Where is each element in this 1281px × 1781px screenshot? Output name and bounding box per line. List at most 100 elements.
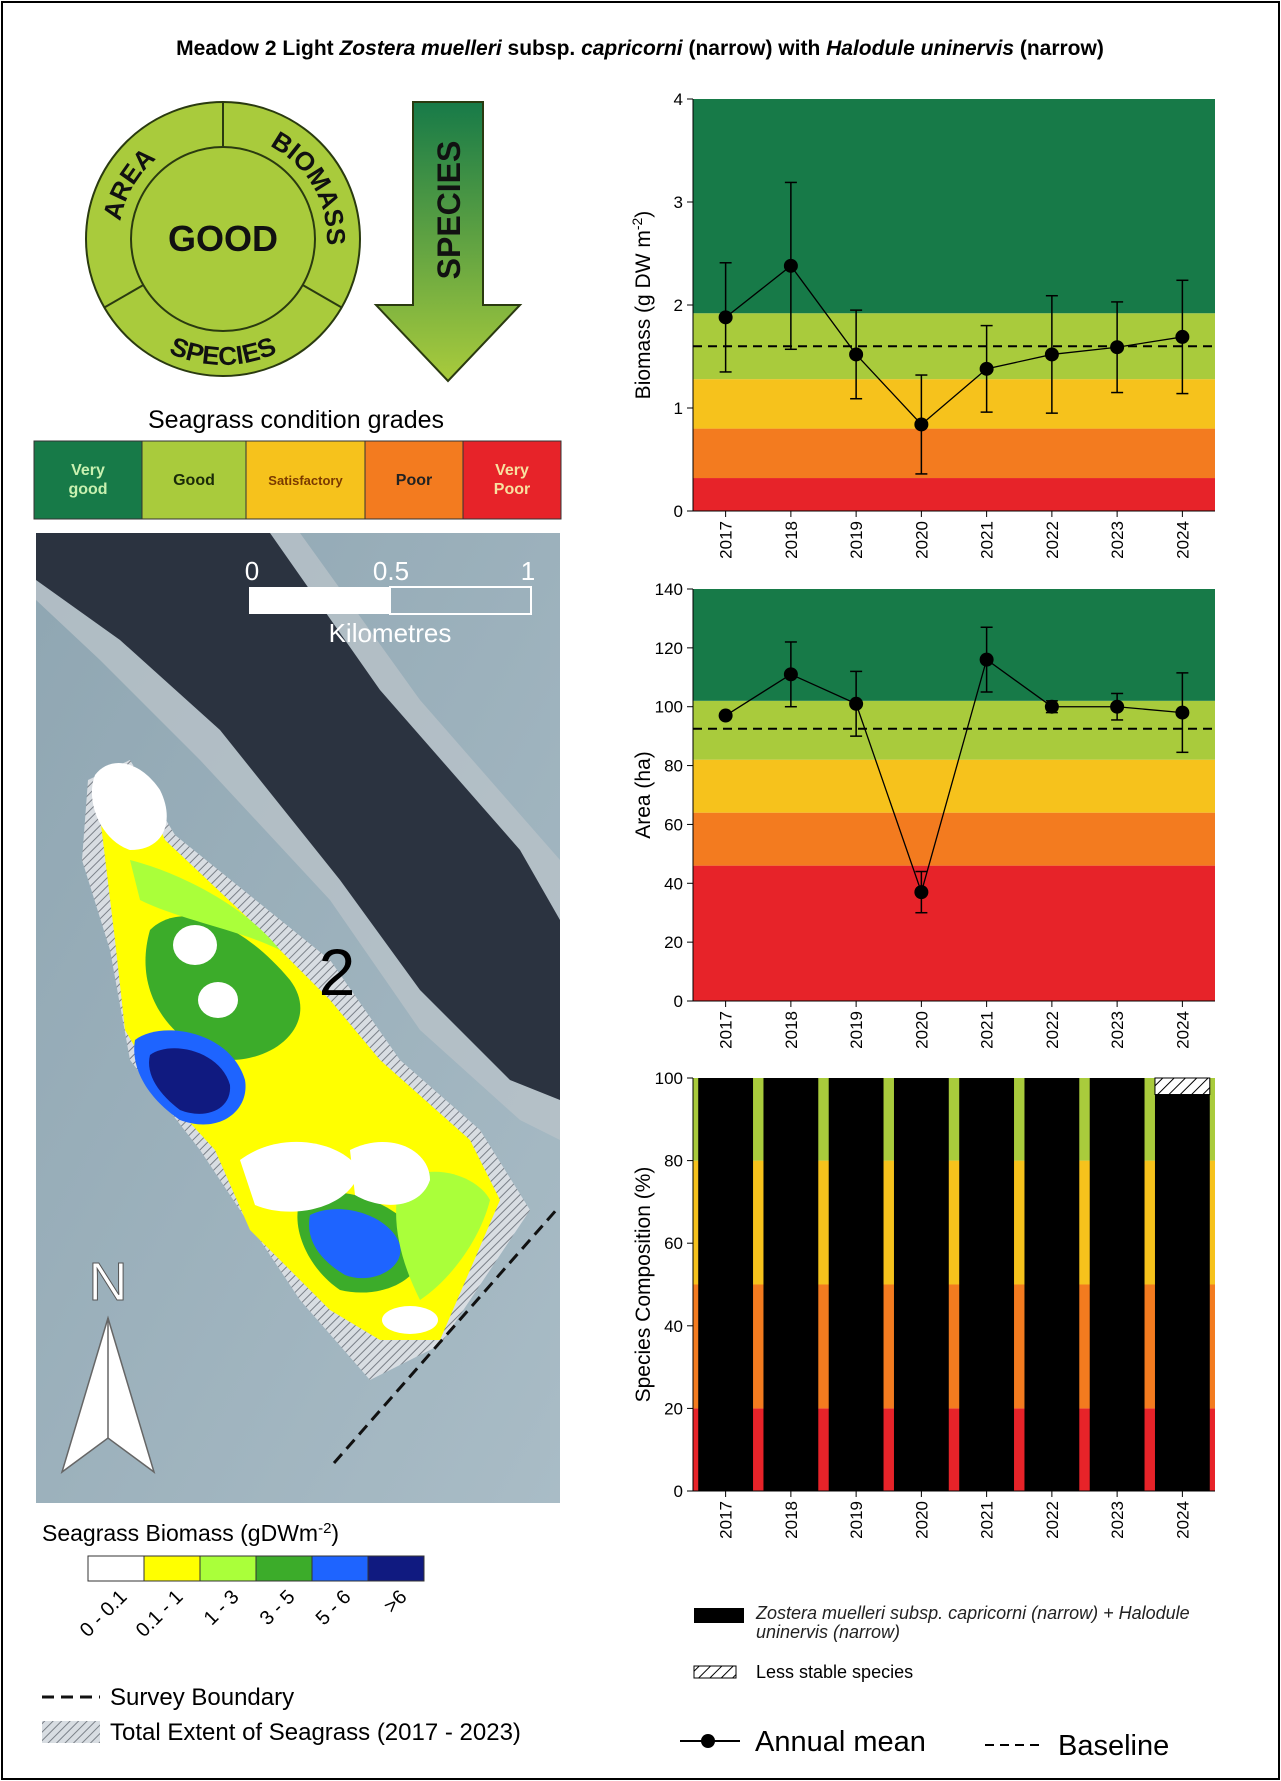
legend-swatch bbox=[694, 1608, 744, 1623]
north-label: N bbox=[89, 1252, 128, 1312]
mean-point bbox=[849, 347, 863, 361]
legend-label: Total Extent of Seagrass (2017 - 2023) bbox=[110, 1719, 521, 1746]
grade-label: Very good bbox=[34, 441, 142, 519]
y-tick-label: 100 bbox=[655, 1069, 683, 1088]
y-tick-label: 4 bbox=[674, 90, 683, 109]
overall-grade: GOOD bbox=[168, 218, 278, 259]
mean-point bbox=[1175, 706, 1189, 720]
y-tick-label: 80 bbox=[664, 1152, 683, 1171]
x-tick-label: 2020 bbox=[912, 1011, 931, 1049]
y-tick-label: 60 bbox=[664, 815, 683, 834]
legend-label: >6 bbox=[380, 1586, 412, 1618]
x-tick-label: 2023 bbox=[1108, 521, 1127, 559]
legend-swatch bbox=[368, 1556, 424, 1581]
map: 0 0.5 1 Kilometres 2 N bbox=[36, 533, 560, 1503]
x-tick-label: 2022 bbox=[1043, 1501, 1062, 1539]
label-part: Biomass (g DW m bbox=[632, 230, 655, 399]
y-tick-label: 2 bbox=[674, 296, 683, 315]
legend-swatch bbox=[694, 1666, 736, 1678]
x-tick-label: 2023 bbox=[1108, 1011, 1127, 1049]
y-tick-label: 0 bbox=[674, 1482, 683, 1501]
mean-point bbox=[980, 362, 994, 376]
legend-label: Annual mean bbox=[755, 1726, 926, 1758]
y-tick-label: 40 bbox=[664, 1317, 683, 1336]
y-tick-label: 1 bbox=[674, 399, 683, 418]
page: Meadow 2 Light Zostera muelleri subsp. c… bbox=[0, 0, 1281, 1781]
y-axis-label: Species Composition (%) bbox=[632, 1167, 655, 1403]
grade-band bbox=[693, 379, 1215, 428]
title-part: ) bbox=[331, 1520, 339, 1546]
x-tick-label: 2017 bbox=[717, 1501, 736, 1539]
x-tick-label: 2018 bbox=[782, 1011, 801, 1049]
mean-point bbox=[784, 259, 798, 273]
figure: Meadow 2 Light Zostera muelleri subsp. c… bbox=[0, 0, 1281, 1781]
bar-segment bbox=[1024, 1078, 1079, 1491]
legend-swatch bbox=[144, 1556, 200, 1581]
title-part: (narrow) bbox=[1014, 37, 1104, 60]
legend-label: 5 - 6 bbox=[312, 1586, 356, 1630]
title-part: subsp. bbox=[502, 37, 581, 60]
mean-point bbox=[1175, 330, 1189, 344]
title-part: Seagrass Biomass (gDWm bbox=[42, 1520, 318, 1546]
mean-point bbox=[784, 667, 798, 681]
x-tick-label: 2020 bbox=[912, 1501, 931, 1539]
biomass-legend-title: Seagrass Biomass (gDWm-2) bbox=[42, 1520, 339, 1547]
scale-label: 0.5 bbox=[373, 556, 409, 586]
title-part: Meadow 2 Light bbox=[176, 37, 339, 60]
grade-label: Poor bbox=[365, 441, 463, 519]
x-tick-label: 2018 bbox=[782, 1501, 801, 1539]
mean-point bbox=[1045, 700, 1059, 714]
title-part: Halodule uninervis bbox=[826, 37, 1014, 60]
bar-segment bbox=[1155, 1095, 1210, 1491]
x-tick-label: 2018 bbox=[782, 521, 801, 559]
legend-swatch bbox=[200, 1556, 256, 1581]
title-part: -2 bbox=[318, 1520, 331, 1537]
x-tick-label: 2019 bbox=[847, 521, 866, 559]
y-axis-label: Biomass (g DW m-2) bbox=[629, 211, 655, 400]
label-part: ) bbox=[632, 211, 655, 218]
mean-point bbox=[914, 885, 928, 899]
mean-point bbox=[719, 310, 733, 324]
meadow-label: 2 bbox=[319, 935, 356, 1009]
legend-label: Zostera muelleri subsp. capricorni (narr… bbox=[756, 1604, 1196, 1642]
mean-point bbox=[1045, 347, 1059, 361]
mean-point bbox=[719, 709, 733, 723]
grade-band bbox=[693, 429, 1215, 478]
mean-point bbox=[1110, 340, 1124, 354]
label-part: -2 bbox=[629, 217, 645, 230]
legend-label: 0.1 - 1 bbox=[132, 1586, 188, 1642]
legend-label: Survey Boundary bbox=[110, 1684, 294, 1711]
x-tick-label: 2019 bbox=[847, 1011, 866, 1049]
bar-segment bbox=[763, 1078, 818, 1491]
mean-point bbox=[849, 697, 863, 711]
grade-label: Good bbox=[142, 441, 246, 519]
y-tick-label: 120 bbox=[655, 639, 683, 658]
x-tick-label: 2021 bbox=[978, 1011, 997, 1049]
legend-swatch bbox=[312, 1556, 368, 1581]
legend-label: 1 - 3 bbox=[200, 1586, 244, 1630]
x-tick-label: 2021 bbox=[978, 521, 997, 559]
y-tick-label: 140 bbox=[655, 580, 683, 599]
legend-label: Baseline bbox=[1058, 1730, 1169, 1762]
y-tick-label: 100 bbox=[655, 698, 683, 717]
y-tick-label: 20 bbox=[664, 1399, 683, 1418]
scale-label: 0 bbox=[245, 556, 259, 586]
x-tick-label: 2021 bbox=[978, 1501, 997, 1539]
grade-band bbox=[693, 760, 1215, 813]
x-tick-label: 2017 bbox=[717, 521, 736, 559]
grade-band bbox=[693, 701, 1215, 760]
y-tick-label: 0 bbox=[674, 502, 683, 521]
x-tick-label: 2024 bbox=[1173, 1011, 1192, 1049]
scale-label: 1 bbox=[521, 556, 535, 586]
scale-unit: Kilometres bbox=[329, 618, 452, 648]
legend-label: Less stable species bbox=[756, 1662, 913, 1682]
grades-title: Seagrass condition grades bbox=[148, 406, 444, 434]
x-tick-label: 2017 bbox=[717, 1011, 736, 1049]
bar-segment bbox=[698, 1078, 753, 1491]
grade-label: Very Poor bbox=[463, 441, 561, 519]
x-tick-label: 2024 bbox=[1173, 521, 1192, 559]
mean-point bbox=[1110, 700, 1124, 714]
title-part: (narrow) with bbox=[683, 37, 827, 60]
arrow-label: SPECIES bbox=[431, 141, 467, 280]
